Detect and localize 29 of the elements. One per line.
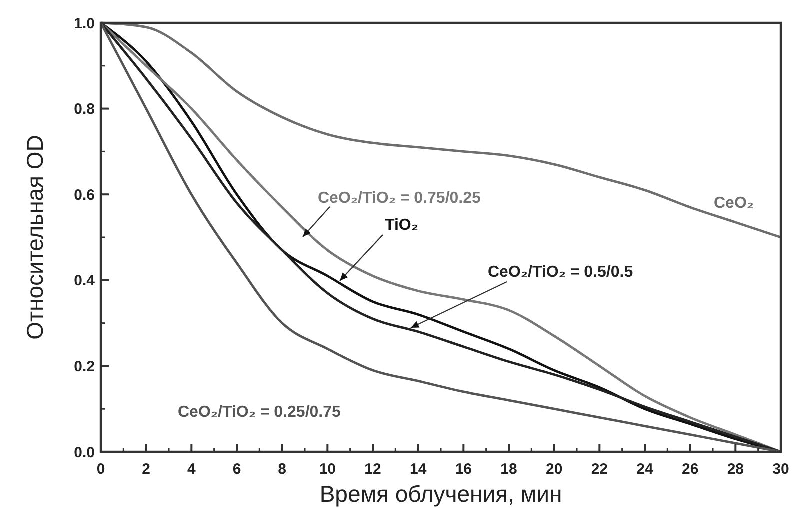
x-tick-label: 2 (142, 461, 151, 478)
y-tick-label: 1.0 (74, 15, 95, 32)
text: TiO₂ (385, 217, 418, 234)
text: CeO₂/TiO₂ = 0.25/0.75 (178, 404, 341, 421)
x-tick-label: 26 (682, 461, 699, 478)
y-tick-label: 0.2 (74, 358, 95, 376)
x-tick-label: 14 (410, 461, 428, 478)
text: CeO₂/TiO₂ = 0.5/0.5 (488, 264, 634, 281)
x-tick-label: 22 (591, 461, 608, 478)
x-tick-label: 24 (636, 461, 654, 478)
x-axis-title: Время облучения, мин (320, 481, 562, 507)
x-tick-label: 30 (772, 461, 790, 478)
x-tick-label: 18 (500, 461, 518, 478)
y-tick-label: 0.4 (74, 272, 96, 290)
x-tick-label: 4 (187, 461, 196, 478)
x-tick-label: 28 (727, 461, 744, 478)
y-tick-label: 0.8 (74, 101, 95, 118)
x-tick-label: 8 (278, 461, 287, 478)
x-tick-label: 12 (364, 461, 382, 478)
series-label: CeO₂ (714, 195, 754, 212)
y-tick-label: 0.6 (74, 186, 95, 204)
x-tick-label: 6 (232, 461, 242, 478)
x-tick-label: 10 (319, 461, 336, 478)
series-label: CeO₂/TiO₂ = 0.75/0.25 (318, 190, 481, 207)
y-tick-label: 0.0 (74, 444, 95, 462)
x-tick-label: 20 (546, 461, 563, 478)
x-tick-label: 16 (455, 461, 472, 478)
x-tick-label: 0 (96, 461, 106, 478)
y-axis-title: Относительная OD (22, 135, 48, 340)
